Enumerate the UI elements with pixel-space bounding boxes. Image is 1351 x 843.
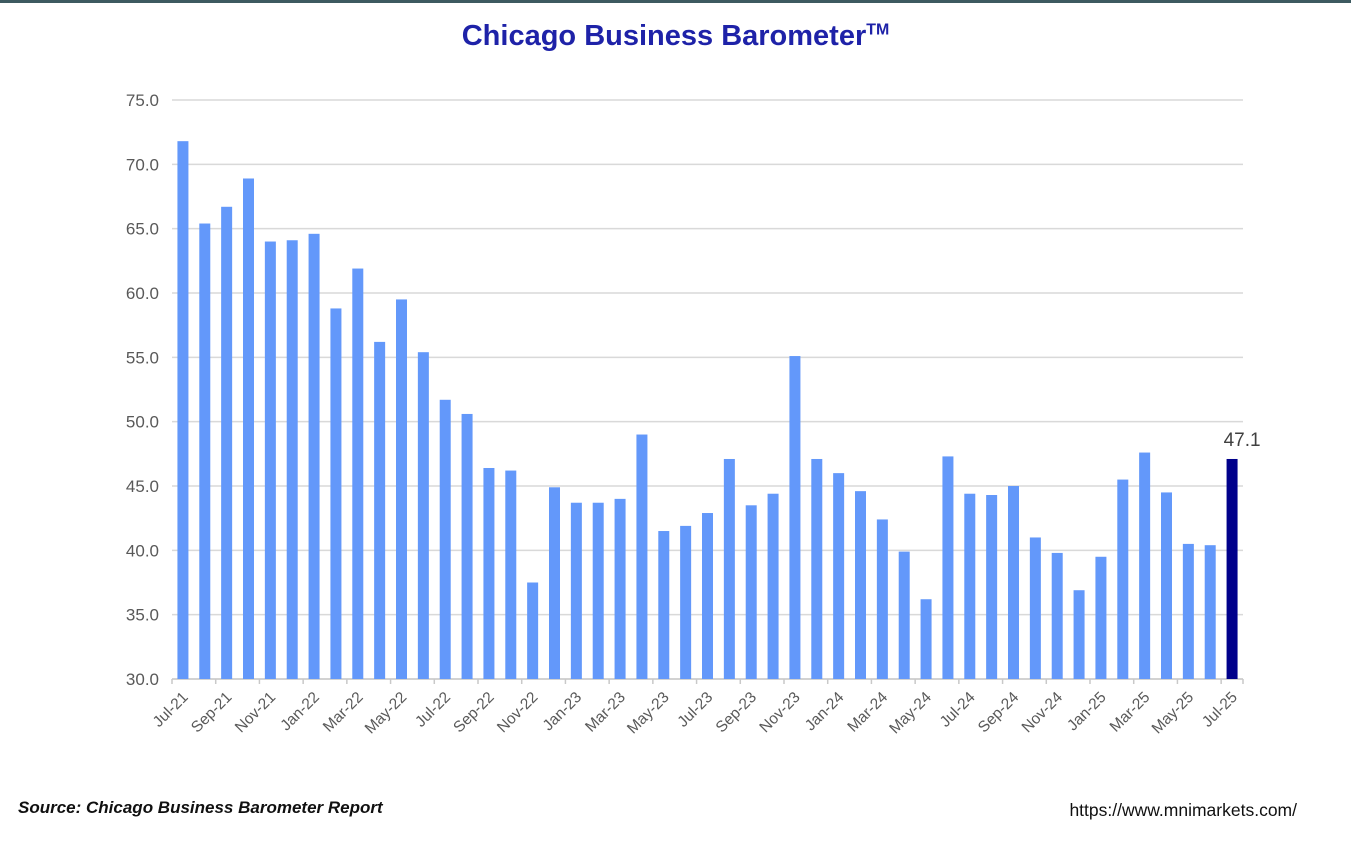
bar-Sep-23	[745, 505, 757, 679]
bar-Apr-25	[1161, 492, 1172, 679]
x-tick-label: Mar-25	[1107, 689, 1154, 736]
bar-Mar-25	[1139, 452, 1151, 679]
x-tick-label: Nov-22	[494, 689, 541, 736]
x-tick-label: Jan-22	[277, 689, 323, 735]
x-tick-label: May-23	[624, 689, 673, 738]
bar-Nov-24	[1051, 552, 1063, 679]
bar-Feb-23	[592, 502, 604, 679]
bar-Oct-23	[767, 493, 779, 679]
bars	[177, 141, 1238, 680]
y-tick-label: 60.0	[126, 284, 159, 303]
bar-Apr-22	[374, 341, 386, 679]
bar-Jun-24	[942, 456, 954, 679]
y-tick-label: 35.0	[126, 606, 159, 625]
y-tick-label: 55.0	[126, 348, 159, 367]
x-tick-label: Sep-22	[450, 689, 497, 736]
bar-Jul-21	[177, 141, 189, 680]
bar-Oct-21	[243, 178, 254, 679]
bar-Jun-22	[417, 352, 429, 679]
bar-Apr-24	[898, 551, 910, 679]
x-tick-label: Sep-24	[975, 689, 1023, 737]
chart-title: Chicago Business BarometerTM	[0, 20, 1351, 53]
x-axis	[171, 678, 1244, 684]
bar-Apr-23	[636, 434, 648, 679]
x-tick-label: Jul-21	[150, 689, 192, 731]
x-tick-label: Nov-21	[232, 689, 279, 736]
x-tick-label: May-25	[1149, 689, 1198, 738]
website-url: https://www.mnimarkets.com/	[1069, 800, 1297, 820]
bar-May-24	[920, 599, 932, 679]
bar-Jul-25	[1226, 458, 1238, 679]
bar-Dec-21	[286, 240, 298, 679]
y-tick-label: 45.0	[126, 477, 159, 496]
bar-Aug-22	[461, 413, 473, 679]
trademark-superscript: TM	[866, 21, 890, 39]
x-tick-label: Mar-22	[320, 689, 367, 736]
bar-Dec-22	[549, 487, 560, 679]
bar-May-23	[658, 531, 670, 679]
bar-Feb-25	[1117, 479, 1129, 679]
bar-Mar-23	[614, 498, 626, 679]
x-tick-label: May-22	[362, 689, 411, 738]
x-tick-label: Mar-24	[844, 689, 891, 736]
bar-Jul-22	[439, 399, 451, 679]
x-tick-label: Jan-25	[1064, 689, 1110, 735]
y-tick-label: 75.0	[126, 91, 159, 110]
y-tick-label: 30.0	[126, 670, 159, 689]
bar-Feb-22	[330, 308, 342, 679]
bar-Dec-23	[811, 458, 823, 679]
bar-Sep-22	[483, 467, 495, 679]
bar-Jan-22	[308, 233, 320, 679]
bar-Feb-24	[855, 491, 866, 679]
bar-Jul-24	[964, 493, 976, 679]
x-tick-label: May-24	[886, 689, 935, 738]
bar-Nov-21	[264, 241, 276, 679]
x-tick-label: Jul-25	[1199, 689, 1241, 731]
chart-title-text: Chicago Business Barometer	[461, 20, 867, 52]
bar-Jun-25	[1204, 545, 1216, 679]
bar-Jan-23	[570, 502, 582, 679]
bar-Jan-25	[1095, 556, 1107, 679]
y-tick-label: 40.0	[126, 541, 159, 560]
bar-Oct-24	[1029, 537, 1041, 679]
x-tick-label: Nov-23	[756, 689, 803, 736]
top-accent-bar	[0, 0, 1351, 3]
bar-Mar-24	[876, 519, 888, 679]
x-tick-label: Jul-22	[412, 689, 454, 731]
bar-Aug-23	[723, 458, 735, 679]
bar-Sep-24	[1008, 486, 1019, 679]
y-axis-labels: 30.0 35.0 40.0 45.0 50.0 55.0 60.0 65.0 70.0 75.0	[126, 91, 159, 689]
x-tick-label: Mar-23	[582, 689, 629, 736]
y-tick-label: 70.0	[126, 155, 159, 174]
x-tick-label: Nov-24	[1019, 689, 1067, 737]
bar-Aug-24	[986, 495, 998, 679]
x-tick-label: Jan-24	[802, 689, 848, 735]
bar-Oct-22	[505, 470, 517, 679]
bar-May-22	[396, 299, 407, 679]
y-tick-label: 50.0	[126, 413, 159, 432]
x-tick-label: Sep-23	[713, 689, 760, 736]
bar-Jun-23	[680, 525, 692, 679]
gridlines	[172, 99, 1243, 680]
bar-Nov-22	[527, 582, 539, 679]
bar-chart: 30.0 35.0 40.0 45.0 50.0 55.0 60.0 65.0 70.0 75.0…	[126, 91, 1261, 738]
bar-Jan-24	[833, 473, 845, 679]
x-tick-label: Sep-21	[188, 689, 235, 736]
bar-Nov-23	[789, 356, 801, 679]
x-tick-label: Jul-24	[937, 689, 979, 731]
bar-Sep-21	[221, 206, 233, 679]
last-value-annotation: 47.1	[1224, 430, 1261, 451]
bar-Aug-21	[199, 223, 211, 679]
bar-Dec-24	[1073, 590, 1085, 679]
bar-May-25	[1182, 543, 1194, 679]
x-tick-label: Jul-23	[674, 689, 716, 731]
source-note: Source: Chicago Business Barometer Repor…	[18, 798, 383, 817]
x-tick-label: Jan-23	[540, 689, 586, 735]
bar-Mar-22	[352, 268, 364, 679]
y-tick-label: 65.0	[126, 220, 159, 239]
bar-Jul-23	[702, 513, 713, 679]
